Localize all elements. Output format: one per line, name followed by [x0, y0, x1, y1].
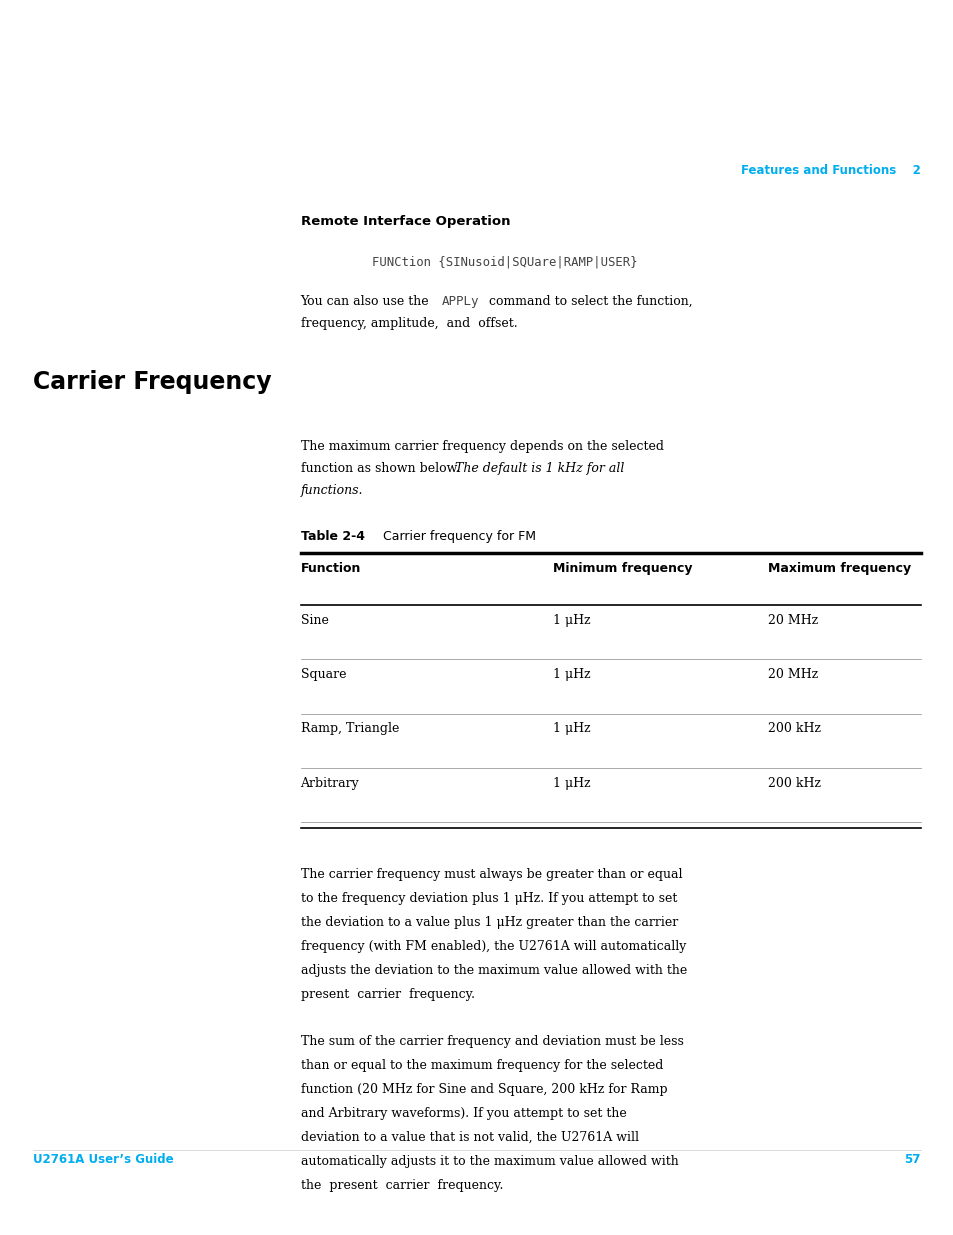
Text: The maximum carrier frequency depends on the selected: The maximum carrier frequency depends on…	[300, 440, 663, 453]
Text: function (20 MHz for Sine and Square, 200 kHz for Ramp: function (20 MHz for Sine and Square, 20…	[300, 1083, 666, 1095]
Text: Minimum frequency: Minimum frequency	[553, 562, 692, 576]
Text: APPLy: APPLy	[441, 295, 478, 309]
Text: present  carrier  frequency.: present carrier frequency.	[300, 988, 474, 1002]
Text: Square: Square	[300, 668, 346, 680]
Text: U2761A User’s Guide: U2761A User’s Guide	[33, 1153, 173, 1167]
Text: Remote Interface Operation: Remote Interface Operation	[300, 215, 510, 228]
Text: You can also use the: You can also use the	[300, 295, 433, 309]
Text: the  present  carrier  frequency.: the present carrier frequency.	[300, 1179, 502, 1192]
Text: Table 2-4: Table 2-4	[300, 530, 364, 543]
Text: The sum of the carrier frequency and deviation must be less: The sum of the carrier frequency and dev…	[300, 1035, 682, 1047]
Text: Features and Functions    2: Features and Functions 2	[740, 164, 920, 178]
Text: deviation to a value that is not valid, the U2761A will: deviation to a value that is not valid, …	[300, 1131, 638, 1144]
Text: Maximum frequency: Maximum frequency	[767, 562, 910, 576]
Text: frequency, amplitude,  and  offset.: frequency, amplitude, and offset.	[300, 317, 517, 331]
Text: Carrier frequency for FM: Carrier frequency for FM	[375, 530, 536, 543]
Text: Arbitrary: Arbitrary	[300, 777, 359, 789]
Text: 1 μHz: 1 μHz	[553, 614, 590, 626]
Text: to the frequency deviation plus 1 μHz. If you attempt to set: to the frequency deviation plus 1 μHz. I…	[300, 892, 677, 905]
Text: and Arbitrary waveforms). If you attempt to set the: and Arbitrary waveforms). If you attempt…	[300, 1107, 625, 1120]
Text: adjusts the deviation to the maximum value allowed with the: adjusts the deviation to the maximum val…	[300, 965, 686, 977]
Text: Sine: Sine	[300, 614, 328, 626]
Text: function as shown below.: function as shown below.	[300, 462, 463, 475]
Text: automatically adjusts it to the maximum value allowed with: automatically adjusts it to the maximum …	[300, 1155, 678, 1168]
Text: Ramp, Triangle: Ramp, Triangle	[300, 722, 398, 735]
Text: 20 MHz: 20 MHz	[767, 614, 818, 626]
Text: 200 kHz: 200 kHz	[767, 777, 821, 789]
Text: frequency (with FM enabled), the U2761A will automatically: frequency (with FM enabled), the U2761A …	[300, 940, 685, 953]
Text: 1 μHz: 1 μHz	[553, 668, 590, 680]
Text: Carrier Frequency: Carrier Frequency	[33, 370, 272, 394]
Text: FUNCtion {SINusoid|SQUare|RAMP|USER}: FUNCtion {SINusoid|SQUare|RAMP|USER}	[372, 256, 637, 269]
Text: the deviation to a value plus 1 μHz greater than the carrier: the deviation to a value plus 1 μHz grea…	[300, 916, 677, 929]
Text: 57: 57	[903, 1153, 920, 1167]
Text: functions.: functions.	[300, 484, 363, 498]
Text: 1 μHz: 1 μHz	[553, 777, 590, 789]
Text: 200 kHz: 200 kHz	[767, 722, 821, 735]
Text: than or equal to the maximum frequency for the selected: than or equal to the maximum frequency f…	[300, 1058, 662, 1072]
Text: 1 μHz: 1 μHz	[553, 722, 590, 735]
Text: The default is 1 kHz for all: The default is 1 kHz for all	[455, 462, 624, 475]
Text: The carrier frequency must always be greater than or equal: The carrier frequency must always be gre…	[300, 868, 681, 881]
Text: 20 MHz: 20 MHz	[767, 668, 818, 680]
Text: command to select the function,: command to select the function,	[484, 295, 692, 309]
Text: Function: Function	[300, 562, 360, 576]
